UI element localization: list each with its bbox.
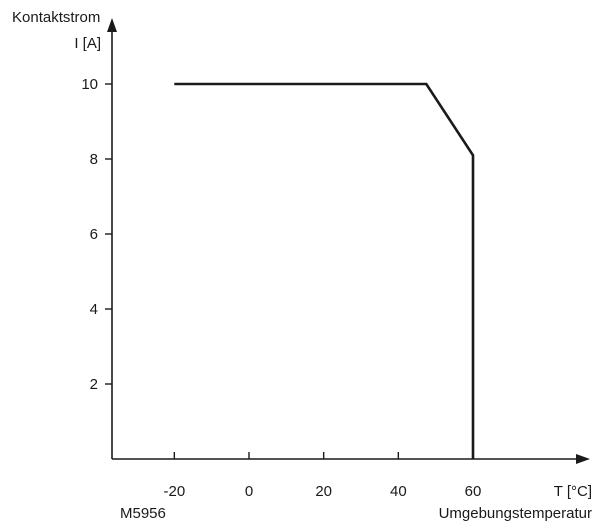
ticks: -20 0 20 40 60 2 4 6 8 10 [81,76,481,500]
x-tick-label: 20 [315,483,332,500]
x-tick-label: 0 [245,483,253,500]
y-axis-label-line2: I [A] [74,35,101,52]
axes [107,18,590,464]
series-line [174,82,475,459]
x-axis-arrow [576,454,590,464]
y-tick-label: 10 [81,76,98,93]
y-tick-label: 6 [90,226,98,243]
x-tick-label: 40 [390,483,407,500]
x-tick-label: -20 [163,483,185,500]
y-axis-label-line1: Kontaktstrom [12,9,100,26]
y-axis-arrow [107,18,117,32]
x-axis-unit-label: T [°C] [554,483,592,500]
y-tick-label: 2 [90,376,98,393]
series [174,82,475,459]
x-tick-label: 60 [465,483,482,500]
y-tick-label: 4 [90,301,98,318]
y-tick-label: 8 [90,151,98,168]
figure-code: M5956 [120,505,166,522]
x-axis-label: Umgebungstemperatur [439,505,592,522]
